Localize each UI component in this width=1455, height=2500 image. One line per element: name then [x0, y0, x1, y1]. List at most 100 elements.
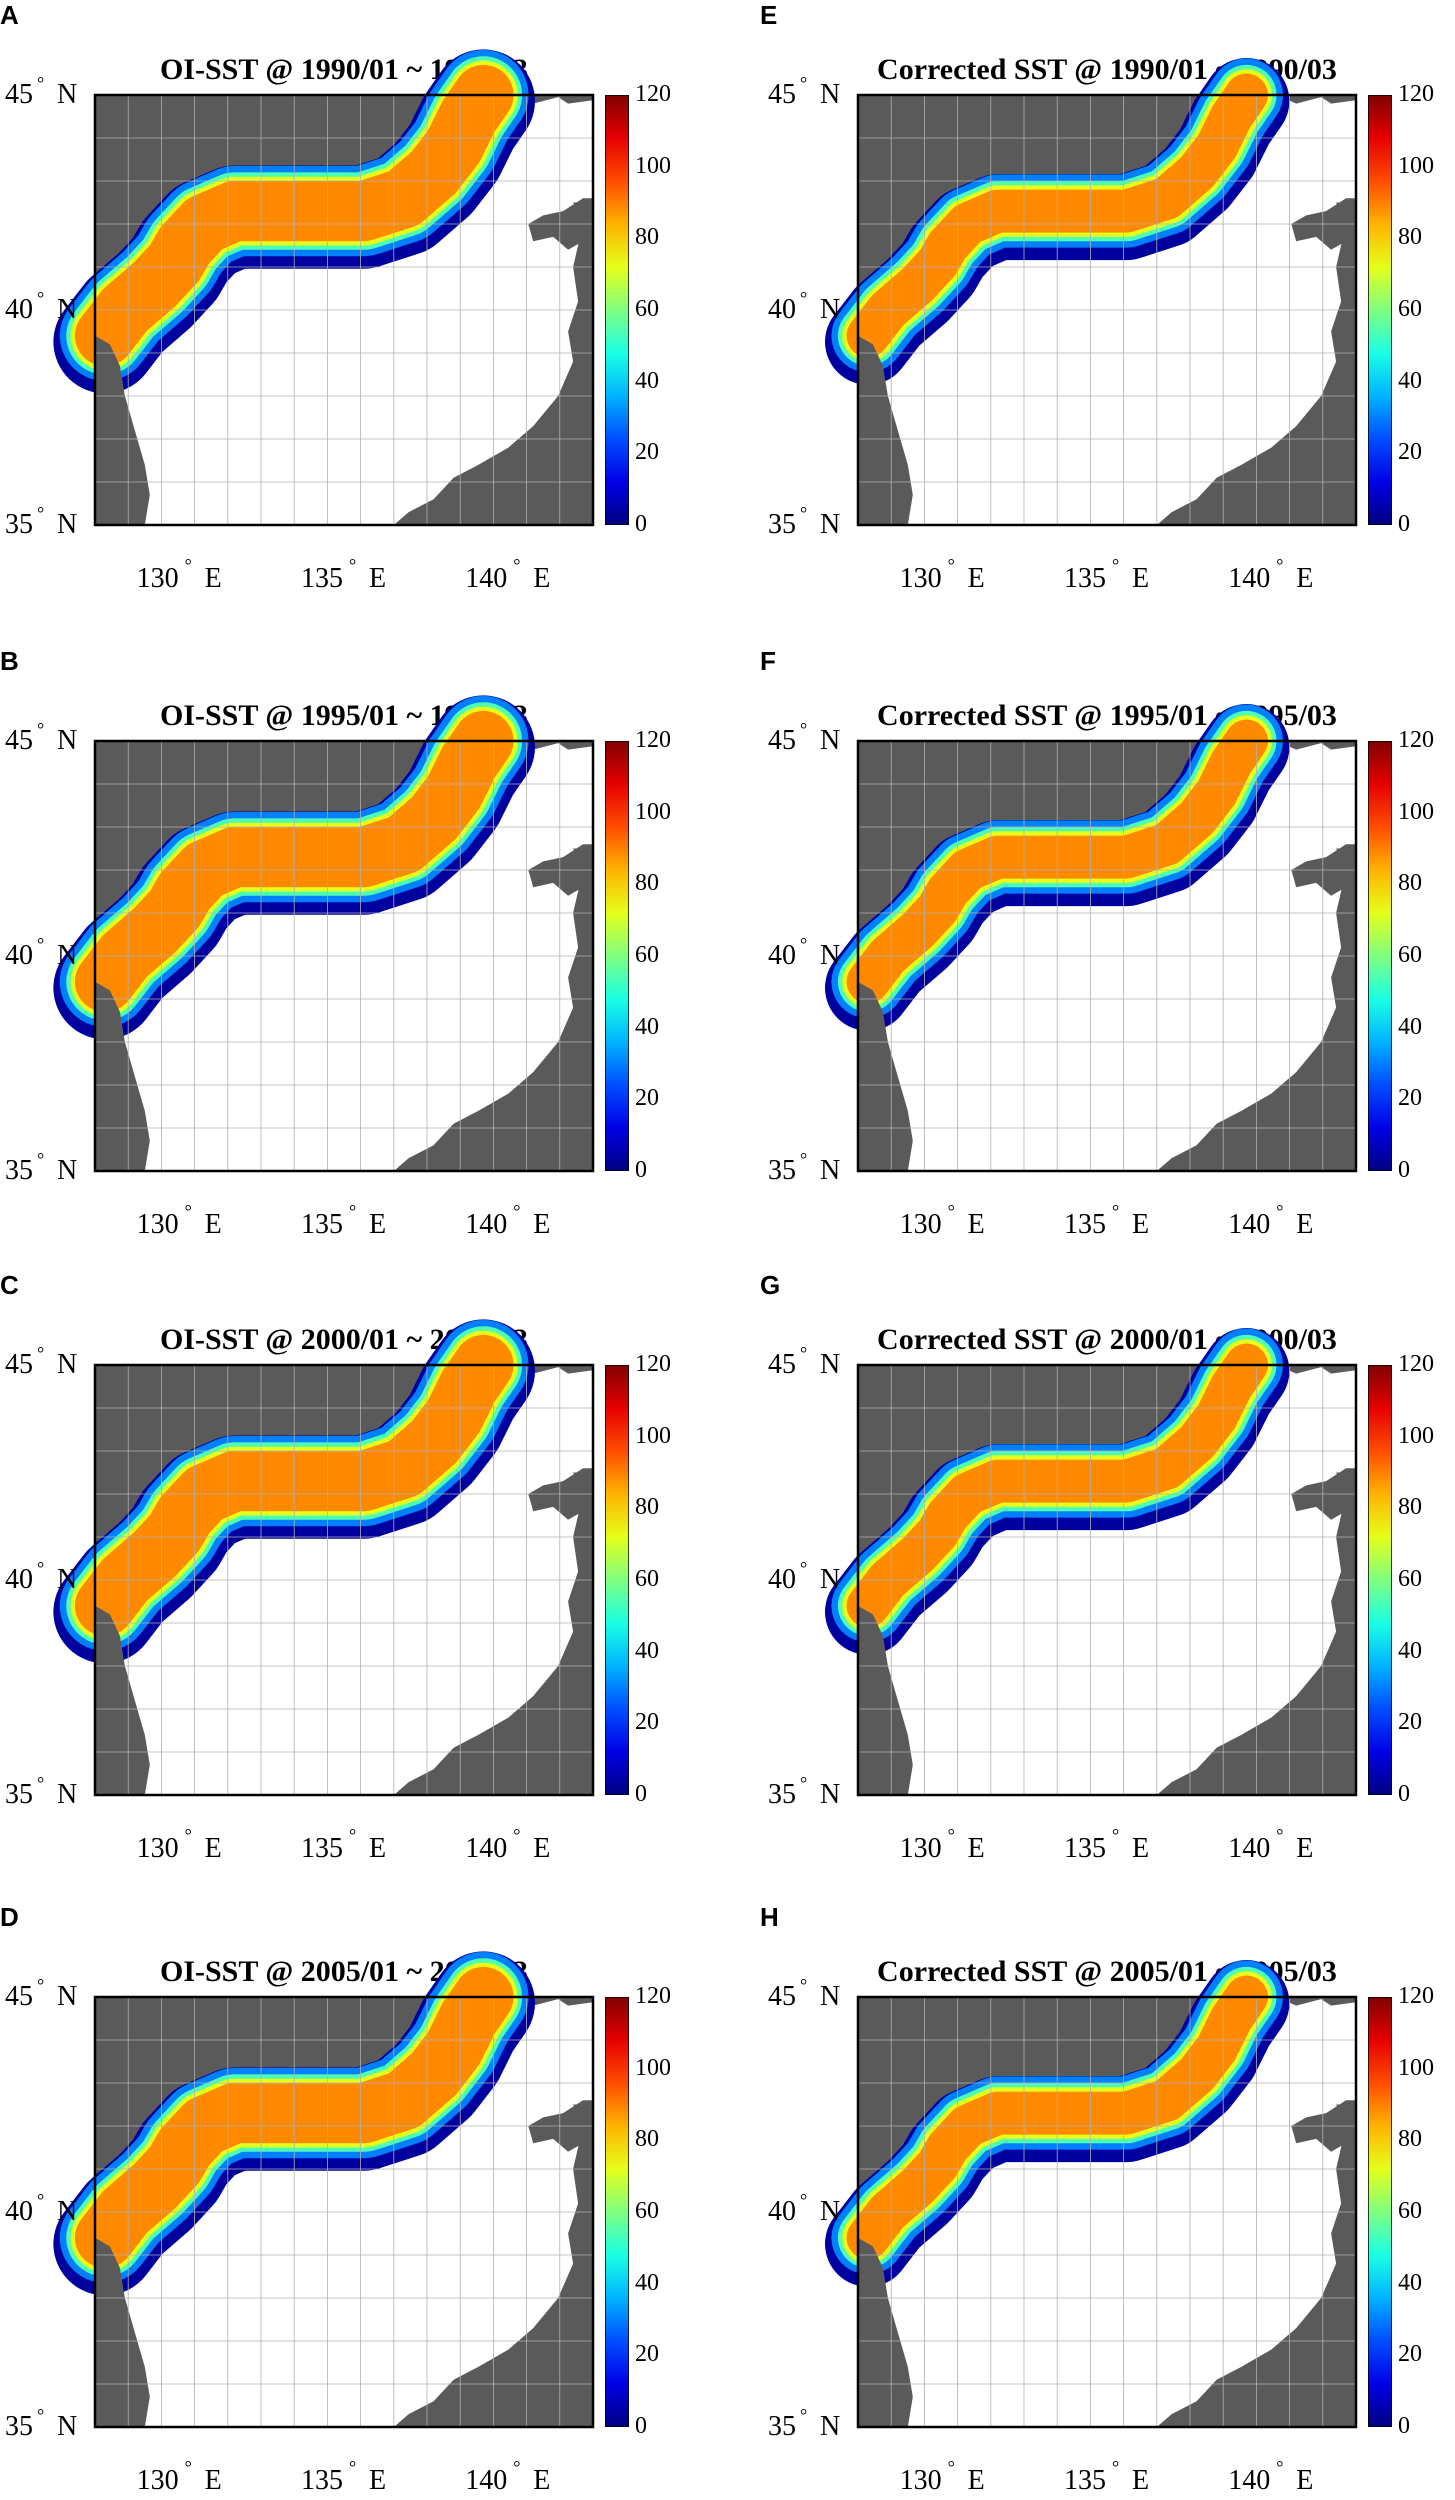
y-tick-label: 35 [5, 1779, 33, 1810]
colorbar-ramp [605, 741, 629, 1171]
degree-symbol: ° [184, 555, 192, 575]
degree-symbol: ° [947, 1201, 955, 1221]
x-tick-label: 140 [1228, 1833, 1271, 1864]
y-tick-dir: N [820, 725, 841, 756]
y-tick-label: 35 [5, 2411, 33, 2442]
colorbar [605, 1997, 629, 2427]
colorbar-tick-label: 40 [635, 1637, 659, 1664]
degree-symbol: ° [800, 1149, 808, 1169]
colorbar-tick-label: 120 [1398, 1983, 1434, 2009]
y-tick-label: 45 [768, 1349, 796, 1380]
y-tick-dir: N [820, 509, 841, 540]
colorbar-tick-label: 100 [635, 2054, 671, 2081]
degree-symbol: ° [184, 1825, 192, 1845]
y-tick-label: 40 [768, 2196, 796, 2227]
colorbar-tick-label: 100 [635, 152, 671, 179]
degree-symbol: ° [513, 1201, 521, 1221]
x-tick-label: 140 [465, 1833, 508, 1864]
colorbar-tick-label: 20 [1398, 1709, 1422, 1736]
y-tick-dir: N [57, 294, 78, 325]
map-frame [856, 739, 1358, 1173]
land-korea [858, 335, 913, 525]
y-tick-dir: N [820, 940, 841, 971]
y-tick-label: 40 [5, 2196, 33, 2227]
colorbar-tick-label: 80 [1398, 2126, 1422, 2153]
x-tick-label: 135 [300, 1833, 343, 1864]
y-tick-dir: N [820, 1981, 841, 2012]
degree-symbol: ° [947, 1825, 955, 1845]
y-tick-label: 45 [768, 1981, 796, 2012]
x-tick-label: 130 [899, 2465, 942, 2496]
panel-letter: E [760, 0, 778, 30]
x-tick-label: 135 [1063, 563, 1106, 594]
colorbar-tick-label: 60 [635, 296, 659, 322]
x-tick-dir: E [533, 1833, 551, 1864]
degree-symbol: ° [800, 1558, 808, 1578]
degree-symbol: ° [37, 288, 45, 308]
colorbar-tick-label: 0 [1398, 511, 1410, 537]
degree-symbol: ° [37, 934, 45, 954]
x-tick-dir: E [1296, 563, 1314, 594]
sst-map [825, 1328, 1358, 1797]
x-tick-dir: E [967, 1209, 985, 1240]
land-north [858, 95, 1356, 336]
colorbar-tick-label: 100 [1398, 1422, 1434, 1449]
degree-symbol: ° [800, 288, 808, 308]
x-tick-dir: E [1296, 1833, 1314, 1864]
colorbar-tick-label: 120 [1398, 727, 1434, 753]
y-tick-dir: N [820, 1349, 841, 1380]
colorbar-tick-label: 0 [635, 1157, 647, 1183]
colorbar-tick-label: 80 [635, 1494, 659, 1521]
degree-symbol: ° [1276, 1201, 1284, 1221]
degree-symbol: ° [37, 73, 45, 93]
y-tick-label: 45 [768, 79, 796, 110]
colorbar [1368, 741, 1392, 1171]
degree-symbol: ° [800, 934, 808, 954]
colorbar-ramp [1368, 1365, 1392, 1795]
colorbar-tick-label: 40 [635, 2269, 659, 2296]
degree-symbol: ° [800, 2190, 808, 2210]
x-tick-label: 140 [465, 2465, 508, 2496]
colorbar-tick-label: 0 [635, 511, 647, 537]
x-tick-dir: E [967, 2465, 985, 2496]
x-tick-dir: E [533, 1209, 551, 1240]
land-korea [858, 2237, 913, 2427]
y-tick-dir: N [820, 1779, 841, 1810]
colorbar [1368, 95, 1392, 525]
sst-map [825, 1960, 1358, 2429]
degree-symbol: ° [37, 1343, 45, 1363]
x-tick-label: 130 [136, 563, 179, 594]
map-frame [856, 1995, 1358, 2429]
x-tick-label: 135 [1063, 1833, 1106, 1864]
panel-letter: B [0, 646, 19, 676]
degree-symbol: ° [1111, 2457, 1120, 2477]
degree-symbol: ° [800, 73, 808, 93]
colorbar-tick-label: 120 [635, 1351, 671, 1377]
x-tick-dir: E [204, 1833, 222, 1864]
y-tick-label: 40 [768, 1564, 796, 1595]
x-tick-dir: E [204, 1209, 222, 1240]
y-tick-label: 40 [5, 294, 33, 325]
panel-letter: G [760, 1270, 781, 1300]
map-frame [93, 1995, 595, 2429]
colorbar-tick-label: 0 [1398, 2413, 1410, 2439]
colorbar-tick-label: 0 [1398, 1781, 1410, 1807]
colorbar-tick-label: 0 [635, 2413, 647, 2439]
colorbar-tick-label: 120 [635, 81, 671, 107]
degree-symbol: ° [184, 1201, 192, 1221]
degree-symbol: ° [1276, 555, 1284, 575]
degree-symbol: ° [348, 1201, 357, 1221]
degree-symbol: ° [348, 2457, 357, 2477]
x-tick-label: 140 [1228, 2465, 1271, 2496]
colorbar-ramp [1368, 741, 1392, 1171]
x-tick-dir: E [368, 563, 387, 594]
colorbar-tick-label: 20 [635, 439, 659, 466]
y-tick-label: 35 [5, 1155, 33, 1186]
x-tick-dir: E [533, 563, 551, 594]
x-tick-label: 135 [300, 1209, 343, 1240]
colorbar-tick-label: 100 [635, 798, 671, 825]
y-tick-label: 45 [768, 725, 796, 756]
colorbar-tick-label: 20 [1398, 1085, 1422, 1112]
x-tick-label: 135 [300, 2465, 343, 2496]
x-tick-dir: E [1131, 563, 1150, 594]
